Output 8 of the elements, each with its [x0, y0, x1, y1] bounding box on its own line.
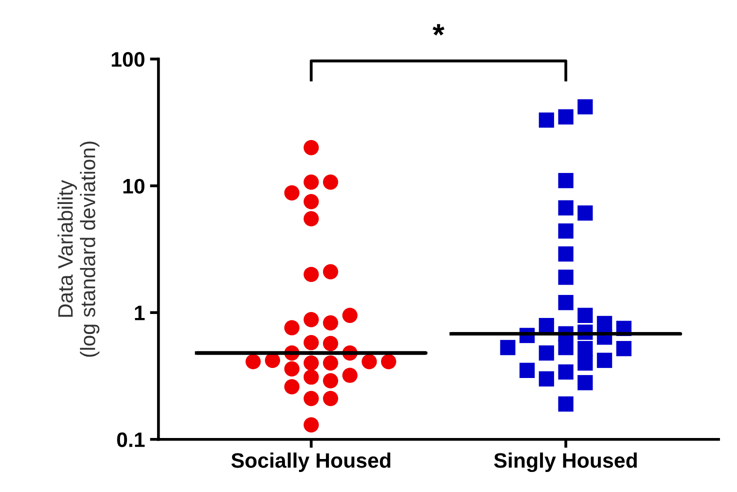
- y-axis-title: Data Variability (log standard deviation): [58, 142, 100, 357]
- y-tick-label: 100: [112, 52, 144, 67]
- y-tick-label: 1: [134, 306, 145, 320]
- y-tick-label: 10: [123, 178, 144, 194]
- x-tick-label: Socially Housed: [231, 452, 390, 472]
- x-tick-label: Singly Housed: [494, 452, 637, 472]
- y-tick-label: 0.1: [117, 432, 145, 448]
- text: *: [432, 24, 444, 36]
